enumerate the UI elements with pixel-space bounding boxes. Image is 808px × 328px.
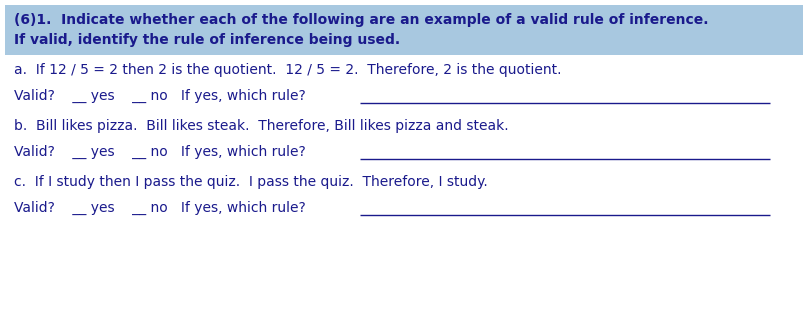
- Text: (6)1.  Indicate whether each of the following are an example of a valid rule of : (6)1. Indicate whether each of the follo…: [14, 13, 709, 27]
- Text: c.  If I study then I pass the quiz.  I pass the quiz.  Therefore, I study.: c. If I study then I pass the quiz. I pa…: [14, 175, 488, 189]
- Text: Valid?    __ yes    __ no   If yes, which rule?: Valid? __ yes __ no If yes, which rule?: [14, 145, 305, 159]
- Text: If valid, identify the rule of inference being used.: If valid, identify the rule of inference…: [14, 33, 400, 47]
- Text: Valid?    __ yes    __ no   If yes, which rule?: Valid? __ yes __ no If yes, which rule?: [14, 89, 305, 103]
- Text: a.  If 12 / 5 = 2 then 2 is the quotient.  12 / 5 = 2.  Therefore, 2 is the quot: a. If 12 / 5 = 2 then 2 is the quotient.…: [14, 63, 562, 77]
- Text: b.  Bill likes pizza.  Bill likes steak.  Therefore, Bill likes pizza and steak.: b. Bill likes pizza. Bill likes steak. T…: [14, 119, 508, 133]
- FancyBboxPatch shape: [5, 5, 803, 55]
- Text: Valid?    __ yes    __ no   If yes, which rule?: Valid? __ yes __ no If yes, which rule?: [14, 201, 305, 215]
